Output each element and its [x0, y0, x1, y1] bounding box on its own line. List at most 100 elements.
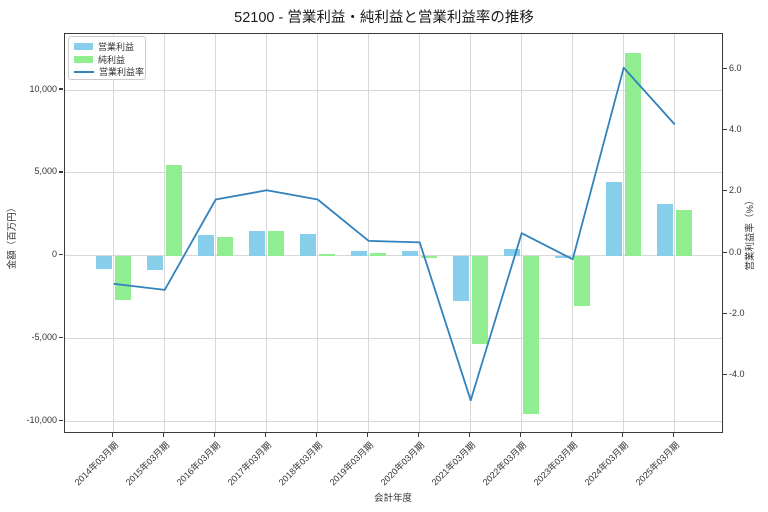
right-axis-tick-label: 4.0: [729, 124, 742, 135]
bar-operating-profit: [96, 255, 113, 270]
v-gridline: [674, 34, 676, 432]
bar-operating-profit: [504, 249, 521, 256]
x-axis-tick: [469, 433, 471, 437]
bar-net-profit: [625, 52, 642, 256]
right-axis-tick-label: 6.0: [729, 62, 742, 73]
v-gridline: [164, 34, 166, 432]
x-axis-tick-label: 2019年03月期: [327, 440, 375, 488]
h-gridline: [65, 421, 722, 423]
right-axis-tick-label: -4.0: [729, 369, 745, 380]
bar-net-profit: [574, 255, 591, 307]
bar-net-profit: [115, 255, 132, 300]
x-axis-tick: [316, 433, 318, 437]
v-gridline: [317, 34, 319, 432]
left-axis-tick-label: 10,000: [29, 83, 57, 94]
x-axis-tick: [571, 433, 573, 437]
operating-profit-swatch: [74, 43, 93, 50]
legend-item-operating-profit: 営業利益: [74, 41, 141, 52]
v-gridline: [470, 34, 472, 432]
x-axis-tick: [418, 433, 420, 437]
bar-net-profit: [676, 210, 693, 256]
operating-margin-line: [113, 66, 676, 402]
left-axis-tick-label: 0: [51, 249, 57, 260]
bar-operating-profit: [606, 182, 623, 256]
chart-title: 52100 - 営業利益・純利益と営業利益率の推移: [234, 10, 534, 26]
bar-operating-profit: [453, 255, 470, 302]
x-axis-tick: [367, 433, 369, 437]
right-axis-tick: [723, 312, 727, 315]
bar-net-profit: [523, 255, 540, 415]
bar-net-profit: [319, 254, 336, 256]
bar-operating-profit: [555, 255, 572, 259]
x-axis-tick-label: 2021年03月期: [429, 440, 477, 488]
bar-operating-profit: [198, 235, 215, 256]
left-axis-tick: [59, 88, 63, 90]
v-gridline: [572, 34, 574, 432]
right-axis-tick-label: 0.0: [729, 246, 742, 257]
right-axis-title: 営業利益率（%）: [745, 195, 756, 271]
x-axis-tick: [112, 433, 114, 437]
h-gridline: [65, 255, 722, 257]
left-axis-title: 金額（百万円）: [7, 202, 18, 270]
bar-operating-profit: [351, 251, 368, 256]
left-axis-tick: [59, 171, 63, 173]
right-axis-tick: [723, 128, 727, 131]
left-axis-tick-label: -5,000: [31, 332, 57, 343]
plot-area: [64, 33, 723, 433]
x-axis-tick: [520, 433, 522, 437]
bar-net-profit: [472, 255, 489, 345]
bar-operating-profit: [249, 230, 266, 256]
legend-item-margin: 営業利益率: [74, 66, 145, 77]
v-gridline: [623, 34, 625, 432]
x-axis-tick-label: 2016年03月期: [174, 440, 222, 488]
bar-operating-profit: [657, 204, 674, 256]
v-gridline: [368, 34, 370, 432]
x-axis-tick: [673, 433, 675, 437]
v-gridline: [113, 34, 115, 432]
x-axis-tick-label: 2014年03月期: [72, 440, 120, 488]
h-gridline: [65, 172, 722, 174]
right-axis-tick: [723, 67, 727, 69]
x-axis-tick-label: 2020年03月期: [378, 440, 426, 488]
x-axis-tick: [163, 433, 165, 437]
x-axis-tick-label: 2018年03月期: [276, 440, 324, 488]
right-axis-tick-label: -2.0: [729, 307, 745, 318]
legend-label: 営業利益: [98, 42, 135, 52]
right-axis-tick: [723, 190, 727, 192]
x-axis-tick-label: 2025年03月期: [633, 440, 681, 488]
legend-item-net-profit: 純利益: [74, 54, 141, 65]
h-gridline: [65, 338, 722, 340]
x-axis-title: 会計年度: [373, 493, 412, 504]
x-axis-tick-label: 2017年03月期: [225, 440, 273, 488]
v-gridline: [419, 34, 421, 432]
right-axis-tick: [723, 251, 727, 253]
left-axis-tick: [59, 419, 63, 422]
x-axis-tick-label: 2022年03月期: [480, 440, 528, 488]
bar-operating-profit: [300, 234, 317, 256]
x-axis-tick: [265, 433, 267, 437]
left-axis-tick-label: 5,000: [34, 166, 57, 177]
legend-label: 純利益: [98, 54, 126, 65]
x-axis-tick: [214, 433, 216, 437]
bar-net-profit: [166, 165, 183, 256]
left-axis-tick: [59, 337, 63, 339]
net-profit-swatch: [74, 55, 93, 63]
bar-net-profit: [421, 255, 438, 258]
left-axis-tick-label: -10,000: [26, 415, 57, 426]
x-axis-tick-label: 2023年03月期: [531, 440, 579, 488]
bar-net-profit: [217, 236, 234, 256]
bar-net-profit: [268, 230, 285, 256]
left-axis-tick: [59, 254, 63, 256]
right-axis-tick: [723, 374, 727, 376]
x-axis-tick-label: 2024年03月期: [582, 440, 630, 488]
x-axis-tick-label: 2015年03月期: [123, 440, 171, 488]
x-axis-tick: [622, 433, 624, 437]
bar-net-profit: [370, 252, 387, 256]
bar-operating-profit: [147, 255, 164, 270]
legend-label: 営業利益率: [99, 67, 145, 77]
v-gridline: [266, 34, 268, 432]
legend: 営業利益 純利益 営業利益率: [68, 36, 146, 80]
h-gridline: [65, 89, 722, 91]
bar-operating-profit: [402, 251, 419, 256]
